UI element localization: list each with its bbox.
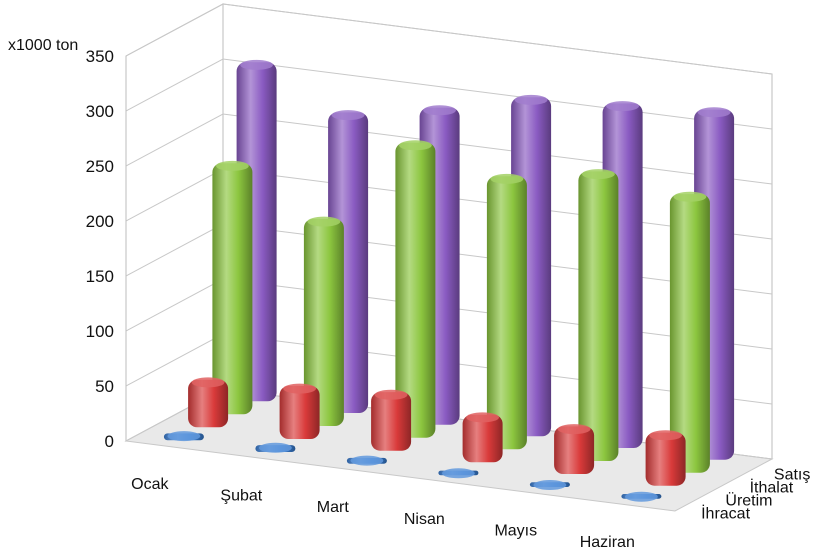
- bar-İthalat-Nisan: [486, 173, 527, 450]
- left-wall: [125, 3, 224, 442]
- bar-cap: [216, 160, 249, 171]
- bar-İhracat-Ocak: [163, 431, 204, 442]
- bar-İhracat-Mart: [346, 455, 387, 466]
- bar-cap: [466, 412, 499, 423]
- bar-Üretim-Ocak: [188, 377, 229, 428]
- y-tick-label: 250: [86, 157, 114, 176]
- bar-body: [303, 218, 344, 426]
- bar-cap: [423, 105, 456, 116]
- bar-body: [554, 426, 595, 474]
- bar-body: [212, 163, 253, 415]
- y-tick-label: 150: [86, 267, 114, 286]
- bar-Üretim-Haziran: [645, 430, 686, 486]
- bar-cap: [557, 424, 591, 435]
- gridline-5: [125, 113, 773, 185]
- bar-cap: [283, 383, 316, 394]
- bar-body: [279, 385, 320, 439]
- bar-Üretim-Şubat: [279, 383, 320, 439]
- bar-cap: [625, 491, 658, 502]
- bar-cap: [606, 101, 639, 112]
- bar-Üretim-Mart: [371, 389, 412, 451]
- bar-cap: [442, 468, 475, 479]
- bar-cap: [240, 59, 273, 70]
- category-label: Mart: [317, 499, 350, 516]
- bar-body: [486, 176, 527, 450]
- bar-body: [371, 392, 412, 451]
- category-label: Haziran: [580, 534, 635, 551]
- series-label: İthalat: [750, 478, 794, 497]
- y-tick-label: 50: [95, 377, 114, 396]
- bar-cap: [374, 389, 408, 400]
- category-label: Ocak: [131, 476, 169, 493]
- bar-cap: [399, 140, 432, 151]
- bar-cap: [259, 442, 292, 453]
- series-label: İhracat: [701, 504, 750, 523]
- category-label: Şubat: [220, 488, 262, 505]
- bar-body: [578, 171, 619, 461]
- bar-cap: [331, 110, 365, 121]
- y-tick-label: 300: [86, 102, 114, 121]
- bar-İhracat-Mayıs: [529, 480, 570, 490]
- bar-body: [645, 432, 686, 486]
- bar-cap: [697, 107, 731, 118]
- bar-Üretim-Mayıs: [554, 424, 595, 474]
- gridline-7: [125, 3, 773, 75]
- bar-cap: [191, 377, 225, 388]
- y-tick-label: 350: [86, 47, 114, 66]
- bar-body: [462, 414, 503, 463]
- bar-cap: [649, 430, 682, 441]
- bar-cap: [582, 169, 615, 180]
- bar-cap: [307, 216, 341, 227]
- bar-cap: [350, 455, 384, 466]
- y-tick-label: 200: [86, 212, 114, 231]
- bar-İthalat-Ocak: [212, 160, 253, 415]
- bar-marks: [163, 59, 735, 502]
- bar-İhracat-Şubat: [255, 442, 296, 453]
- bar-İthalat-Şubat: [303, 216, 344, 426]
- bar-cap: [514, 94, 548, 105]
- bar-İthalat-Mart: [395, 140, 436, 438]
- bar-İhracat-Nisan: [438, 468, 479, 479]
- bar-Üretim-Nisan: [462, 412, 503, 463]
- bar-cap: [673, 191, 707, 202]
- category-labels: Ocak Şubat Mart Nisan Mayıs Haziran: [131, 476, 635, 551]
- bar-İthalat-Haziran: [669, 191, 710, 473]
- bar-cap: [167, 431, 201, 442]
- series-label: Üretim: [725, 492, 772, 510]
- bar-İthalat-Mayıs: [578, 169, 619, 461]
- bar-cap: [490, 173, 524, 184]
- y-axis-unit-label: x1000 ton: [8, 37, 78, 54]
- bar-cap: [533, 480, 567, 490]
- category-label: Nisan: [404, 511, 445, 528]
- gridline-6: [125, 58, 773, 130]
- y-tick-label: 0: [105, 432, 114, 451]
- series-label: Satış: [774, 467, 810, 484]
- bar-body: [188, 379, 229, 428]
- y-axis-ticks: 0 50 100 150 200 250 300 350: [86, 47, 114, 451]
- bar-İhracat-Haziran: [621, 491, 662, 502]
- y-tick-label: 100: [86, 322, 114, 341]
- bar-body: [669, 194, 710, 473]
- category-label: Mayıs: [494, 523, 537, 540]
- bar-body: [395, 142, 436, 438]
